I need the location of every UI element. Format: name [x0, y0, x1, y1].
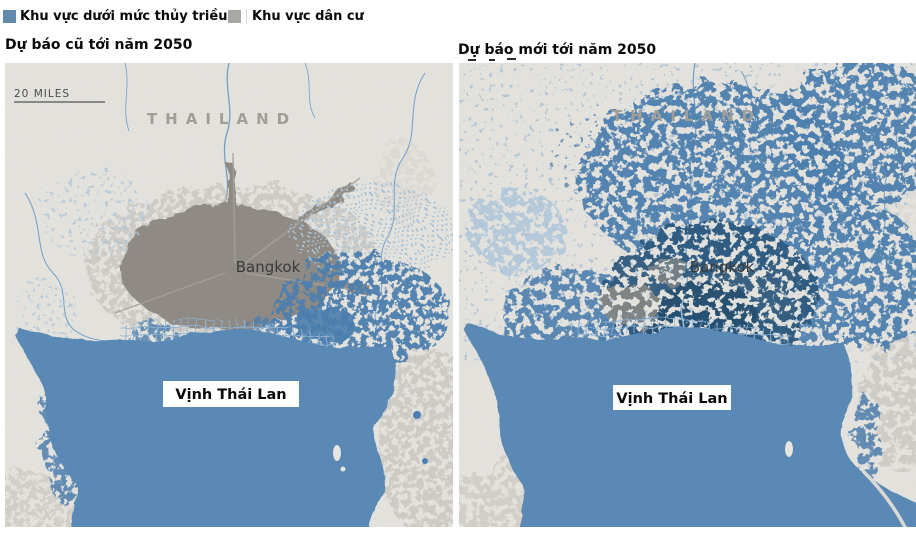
legend-item-tide: Khu vực dưới mức thủy triều	[3, 9, 227, 24]
flood-dotted-zone	[291, 183, 453, 279]
sea-shape	[465, 324, 916, 527]
islands-and-lakes	[333, 411, 428, 472]
city-label: Bangkok	[690, 258, 755, 276]
scale-label: 20 MILES	[14, 88, 70, 100]
sea-label-box: Vịnh Thái Lan	[163, 381, 299, 407]
legend-label-residential: Khu vực dân cư	[252, 9, 364, 24]
city-label: Bangkok	[236, 258, 301, 276]
legend-label-tide: Khu vực dưới mức thủy triều	[20, 9, 228, 24]
legend-item-residential: Khu vực dân cư	[228, 9, 364, 24]
coastal-flooding-east	[785, 395, 907, 527]
sea-label: Vịnh Thái Lan	[175, 387, 286, 403]
sea-shape	[13, 326, 396, 527]
clipped-text-remnant	[507, 58, 516, 60]
clipped-text-remnant	[468, 59, 476, 61]
old-forecast-map: 20 MILES THAILAND Bangkok Vịnh Thái Lan	[5, 63, 453, 527]
new-forecast-map-canvas: THAILAND Bangkok Vịnh Thái Lan	[459, 63, 916, 527]
new-forecast-map: THAILAND Bangkok Vịnh Thái Lan	[459, 63, 916, 527]
legend-divider	[246, 9, 247, 24]
island	[785, 441, 793, 457]
right-map-title: Dự báo mới tới năm 2050	[458, 42, 657, 58]
left-map-title: Dự báo cũ tới năm 2050	[5, 37, 193, 53]
country-label: THAILAND	[612, 107, 762, 125]
scale-bar: 20 MILES	[14, 88, 105, 103]
sea-label: Vịnh Thái Lan	[616, 391, 727, 407]
old-forecast-map-canvas: 20 MILES THAILAND Bangkok Vịnh Thái Lan	[5, 63, 453, 527]
country-label: THAILAND	[147, 110, 297, 128]
residential-area-swatch	[228, 10, 241, 23]
sea-label-box: Vịnh Thái Lan	[613, 385, 731, 410]
clipped-text-remnant	[489, 59, 495, 61]
barrier-spit	[861, 469, 907, 527]
tide-area-swatch	[3, 10, 16, 23]
